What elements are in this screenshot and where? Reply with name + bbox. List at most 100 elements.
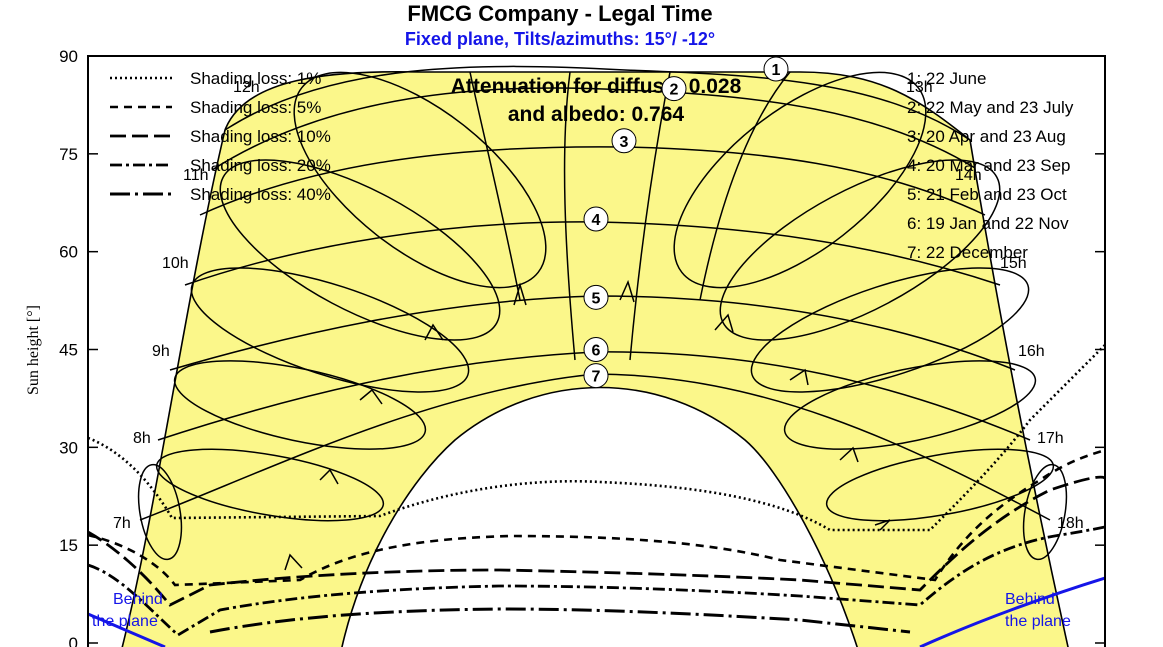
- attenuation-albedo-text: and albedo: 0.764: [508, 103, 685, 126]
- arrow-marker: [319, 468, 339, 485]
- behind-plane-left-line2: the plane: [92, 613, 158, 630]
- date-legend-4: 4: 20 Mar and 23 Sep: [907, 156, 1071, 175]
- hour-loop-11h: [219, 159, 501, 341]
- date-marker-5: 5: [583, 284, 609, 310]
- date-legend-5: 5: 21 Feb and 23 Oct: [907, 185, 1067, 204]
- hour-loop-14h: [719, 159, 1001, 341]
- hour-loop-16h: [783, 360, 1037, 450]
- date-marker-label: 6: [592, 343, 601, 360]
- arrow-marker: [359, 388, 383, 405]
- sun-path-2: [211, 87, 976, 171]
- hour-loop-8h: [155, 448, 385, 522]
- behind-plane-left-line1: Behind: [113, 591, 163, 608]
- date-marker-label: 4: [592, 212, 601, 229]
- date-marker-7: 7: [583, 363, 609, 389]
- arrow-marker: [513, 282, 527, 306]
- legend-label-10: Shading loss: 10%: [190, 127, 331, 146]
- hour-label-7h: 7h: [113, 515, 131, 532]
- y-tick-label: 30: [59, 438, 78, 457]
- arrow-marker: [714, 313, 734, 333]
- arrow-marker: [424, 323, 444, 341]
- date-legend: 1: 22 June 2: 22 May and 23 July 3: 20 A…: [907, 69, 1074, 262]
- hour-label-10h: 10h: [162, 255, 189, 272]
- hour-label-8h: 8h: [133, 430, 151, 447]
- legend-label-20: Shading loss: 20%: [190, 156, 331, 175]
- date-marker-1: 1: [763, 56, 789, 82]
- date-marker-2: 2: [661, 76, 687, 102]
- arrow-marker: [619, 279, 635, 303]
- hour-label-9h: 9h: [152, 343, 170, 360]
- hour-loop-7h: [137, 463, 183, 561]
- chart-subtitle: Fixed plane, Tilts/azimuths: 15°/ -12°: [405, 29, 715, 49]
- shading-loss-10-curve: [88, 475, 1105, 607]
- hour-label-16h: 16h: [1018, 343, 1045, 360]
- arrow-marker: [874, 519, 891, 531]
- behind-plane-line-left: [88, 612, 166, 647]
- legend-label-5: Shading loss: 5%: [190, 98, 321, 117]
- hour-loop-10h: [190, 267, 470, 393]
- hour-loop-12h: [293, 71, 547, 289]
- shading-loss-1-curve: [88, 344, 1105, 532]
- hour-label-18h: 18h: [1057, 515, 1084, 532]
- legend-label-40: Shading loss: 40%: [190, 185, 331, 204]
- hour-label-13h: 13h: [906, 79, 933, 96]
- date-marker-circle: [611, 128, 637, 154]
- date-marker-circle: [583, 206, 609, 232]
- date-marker-3: 3: [611, 128, 637, 154]
- hour-label-17h: 17h: [1037, 430, 1064, 447]
- date-marker-circle: [661, 76, 687, 102]
- y-tick-label: 75: [59, 145, 78, 164]
- shading-loss-40-curve: [209, 607, 911, 634]
- noon-curve-left: [469, 71, 521, 301]
- date-legend-1: 1: 22 June: [907, 69, 986, 88]
- date-marker-circle: [583, 363, 609, 389]
- y-tick-label: 90: [59, 47, 78, 66]
- y-tick-label: 0: [69, 634, 78, 647]
- y-tick-label: 45: [59, 341, 78, 360]
- hour-label-15h: 15h: [1000, 255, 1027, 272]
- y-tick-label: 60: [59, 243, 78, 262]
- date-marker-circle: [583, 337, 609, 362]
- date-marker-label: 5: [592, 290, 601, 307]
- shading-loss-5-curve: [88, 448, 1105, 587]
- arrow-marker: [839, 446, 859, 463]
- shading-loss-20-curve: [88, 525, 1105, 637]
- hour-label-11h: 11h: [183, 167, 209, 184]
- noon-curve-mid2: [629, 71, 671, 361]
- hour-labels: 7h 8h 9h 10h 11h 12h 13h 14h 15h 16h 17h…: [113, 79, 1084, 532]
- date-marker-label: 2: [670, 82, 679, 99]
- arrow-marker: [284, 553, 303, 571]
- hour-label-12h: 12h: [233, 79, 260, 96]
- sun-path-1: [224, 65, 971, 141]
- behind-plane-right-line1: Behind: [1005, 591, 1055, 608]
- legend-label-1: Shading loss: 1%: [190, 69, 321, 88]
- noon-curve-right: [699, 71, 791, 301]
- hour-label-14h: 14h: [955, 167, 982, 184]
- date-markers: 1 2 3 4 5 6 7: [583, 56, 789, 389]
- behind-plane-line-right: [919, 576, 1105, 647]
- arrow-marker: [789, 368, 809, 386]
- date-marker-label: 7: [592, 369, 601, 386]
- y-axis-label: Sun height [°]: [25, 305, 42, 395]
- behind-plane-labels: Behind the plane Behind the plane: [92, 591, 1071, 630]
- date-marker-circle: [583, 284, 609, 310]
- attenuation-diffuse-text: Attenuation for diffuse: 0.028: [451, 75, 742, 98]
- y-tick-label: 15: [59, 536, 78, 555]
- date-marker-label: 1: [772, 62, 781, 79]
- shading-legend: Shading loss: 1% Shading loss: 5% Shadin…: [110, 69, 331, 204]
- noon-curve-mid: [563, 71, 576, 361]
- date-marker-circle: [763, 56, 789, 82]
- date-marker-4: 4: [583, 206, 609, 232]
- plot-frame: [87, 55, 1106, 647]
- date-legend-7: 7: 22 December: [907, 243, 1028, 262]
- date-legend-2: 2: 22 May and 23 July: [907, 98, 1074, 117]
- date-legend-3: 3: 20 Apr and 23 Aug: [907, 127, 1066, 146]
- date-marker-label: 3: [620, 134, 629, 151]
- hour-loop-15h: [750, 267, 1030, 393]
- chart-title: FMCG Company - Legal Time: [407, 1, 712, 26]
- hour-loop-18h: [1022, 463, 1068, 561]
- date-legend-6: 6: 19 Jan and 22 Nov: [907, 214, 1069, 233]
